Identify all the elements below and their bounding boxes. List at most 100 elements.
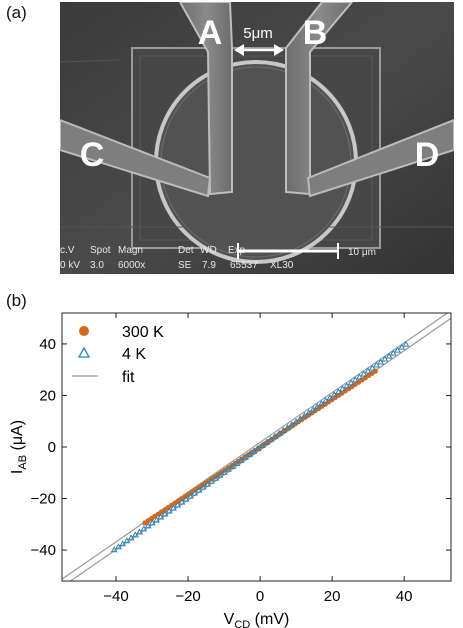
sem-info-bar: c.V Spot Magn Det WD Exp 0 kV 3.0 6000x …	[60, 245, 294, 271]
data-point-4k	[224, 465, 232, 472]
lead-a	[178, 2, 233, 196]
data-point-4k	[262, 438, 270, 445]
data-point-4k	[246, 450, 253, 457]
data-point-4k	[377, 358, 385, 365]
info-header-magn: Magn	[118, 245, 143, 256]
info-header-exp: Exp	[228, 245, 246, 256]
info-value-det: SE	[178, 260, 192, 271]
data-point-4k	[161, 510, 169, 517]
data-point-4k	[271, 432, 279, 440]
data-point-4k	[317, 400, 325, 407]
data-point-4k	[140, 525, 148, 532]
fit-line	[62, 313, 449, 580]
data-point-4k	[347, 379, 355, 386]
gap-label: 5μm	[243, 25, 272, 42]
data-point-4k	[364, 367, 372, 374]
y-tick-label: −20	[31, 491, 56, 508]
data-point-4k	[165, 507, 173, 514]
y-tick-label: 40	[39, 336, 56, 353]
data-point-4k	[279, 427, 287, 434]
info-value-hv: 0 kV	[60, 260, 80, 271]
contact-label-a: A	[198, 14, 223, 52]
data-point-4k	[191, 489, 199, 496]
data-point-4k	[398, 343, 406, 350]
data-point-4k	[212, 474, 220, 481]
x-tick-label: −20	[175, 588, 200, 605]
data-point-4k	[144, 522, 152, 529]
data-point-4k	[157, 513, 165, 520]
data-point-4k	[301, 412, 308, 419]
data-point-4k	[195, 486, 203, 493]
data-point-4k	[284, 424, 292, 431]
data-point-4k	[372, 361, 380, 368]
data-point-4k	[114, 543, 122, 550]
data-point-4k	[229, 462, 237, 469]
fit-lines	[62, 313, 451, 581]
data-point-4k	[186, 492, 194, 499]
contact-label-d: D	[415, 136, 440, 174]
data-point-4k	[339, 385, 347, 392]
data-point-4k	[208, 477, 215, 484]
data-point-4k	[356, 373, 363, 380]
lead-d	[306, 118, 454, 198]
x-tick-label: 40	[396, 588, 413, 605]
data-point-4k	[309, 406, 317, 413]
data-point-4k	[203, 480, 211, 487]
x-axis-label: VCD (mV)	[224, 611, 290, 628]
data-point-4k	[351, 376, 359, 383]
data-point-4k	[389, 349, 397, 356]
x-tick-label: 20	[324, 588, 341, 605]
data-point-4k	[305, 409, 313, 416]
data-point-4k	[322, 397, 330, 404]
data-point-4k	[220, 468, 228, 475]
data-point-4k	[254, 444, 262, 451]
data-point-4k	[385, 352, 393, 359]
data-point-4k	[288, 421, 296, 428]
data-point-4k	[119, 540, 127, 547]
data-point-4k	[233, 459, 241, 466]
scale-bar	[237, 243, 339, 259]
legend: 300 K 4 K fit	[72, 324, 164, 386]
data-point-4k	[237, 456, 245, 463]
data-point-4k	[182, 495, 190, 502]
info-value-spot: 3.0	[90, 260, 104, 271]
data-point-4k	[334, 388, 342, 395]
data-point-4k	[131, 531, 139, 538]
data-point-4k	[250, 447, 258, 454]
data-point-4k	[169, 504, 177, 511]
data-point-4k	[153, 516, 160, 523]
data-point-4k	[148, 519, 156, 526]
y-axis-label: IAB (μA)	[9, 420, 29, 474]
data-point-4k	[199, 483, 207, 490]
panel-label-a: (a)	[6, 3, 27, 22]
legend-label-300k: 300 K	[122, 324, 164, 341]
scale-bar-label: 10 μm	[348, 247, 376, 258]
data-point-4k	[330, 391, 338, 398]
contact-label-c: C	[80, 136, 105, 174]
data-point-4k	[394, 346, 401, 353]
data-point-4k	[127, 534, 135, 541]
data-point-4k	[296, 415, 304, 422]
legend-marker-4k	[77, 346, 91, 358]
data-point-4k	[368, 364, 376, 371]
gap-arrow	[234, 44, 284, 56]
sem-micrograph: A B C D 5μm c.V Spot Magn Det WD Exp 0 k…	[60, 2, 454, 274]
fit-line	[69, 317, 451, 581]
data-markers	[110, 340, 410, 553]
info-header-hv: c.V	[60, 245, 75, 256]
contact-label-b: B	[303, 14, 328, 52]
data-point-4k	[110, 546, 118, 553]
data-point-4k	[174, 501, 182, 508]
data-point-4k	[241, 453, 249, 460]
data-point-4k	[136, 528, 144, 535]
legend-label-4k: 4 K	[122, 346, 146, 363]
x-tick-label: 0	[256, 588, 264, 605]
data-point-4k	[360, 370, 368, 377]
data-point-4k	[343, 382, 351, 389]
data-point-4k	[123, 537, 131, 544]
y-tick-label: 20	[39, 387, 56, 404]
data-point-4k	[313, 403, 321, 410]
data-point-4k	[326, 394, 334, 401]
y-tick-label: 0	[48, 439, 56, 456]
info-value-magn: 6000x	[118, 260, 145, 271]
